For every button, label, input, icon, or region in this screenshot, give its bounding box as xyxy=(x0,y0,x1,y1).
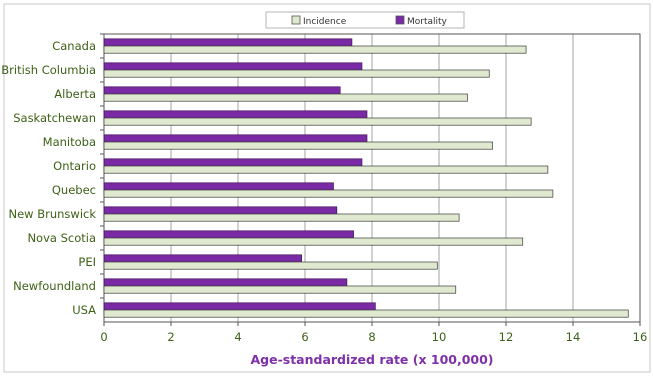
x-tick-label: 8 xyxy=(368,330,375,344)
bars xyxy=(103,38,629,318)
category-label-quebec: Quebec xyxy=(52,183,96,197)
bar-incidence-pei xyxy=(103,261,438,270)
x-tick-label: 12 xyxy=(499,330,514,344)
bar-incidence-british-columbia xyxy=(103,69,490,78)
bar-mortality-pei xyxy=(103,254,302,263)
category-label-british-columbia: British Columbia xyxy=(1,63,96,77)
bar-mortality-newfoundland xyxy=(103,278,348,287)
category-label-new-brunswick: New Brunswick xyxy=(8,207,96,221)
bar-mortality-nova-scotia xyxy=(103,230,354,239)
category-label-canada: Canada xyxy=(52,39,96,53)
bar-mortality-ontario xyxy=(103,158,363,167)
legend-swatch-mortality xyxy=(395,15,405,25)
x-tick-label: 16 xyxy=(633,330,648,344)
bar-mortality-new-brunswick xyxy=(103,206,338,215)
x-tick-label: 10 xyxy=(432,330,447,344)
bar-mortality-usa xyxy=(103,302,376,311)
legend-box xyxy=(265,11,465,29)
legend-label-mortality: Mortality xyxy=(407,17,448,27)
bar-incidence-saskatchewan xyxy=(103,117,532,126)
bar-incidence-nova-scotia xyxy=(103,237,524,246)
legend-label-incidence: Incidence xyxy=(303,17,347,27)
category-label-manitoba: Manitoba xyxy=(43,135,96,149)
bar-incidence-alberta xyxy=(103,93,468,102)
x-tick-label: 14 xyxy=(566,330,581,344)
bar-incidence-canada xyxy=(103,45,527,54)
bar-mortality-quebec xyxy=(103,182,334,191)
x-axis-title: Age-standardized rate (x 100,000) xyxy=(250,352,493,367)
x-tick-label: 4 xyxy=(234,330,241,344)
category-label-saskatchewan: Saskatchewan xyxy=(13,111,96,125)
x-axis-ticks: 0 2 4 6 8 10 12 14 16 xyxy=(100,322,647,344)
bar-incidence-newfoundland xyxy=(103,285,457,294)
legend: Incidence Mortality xyxy=(265,11,465,29)
grid-lines xyxy=(170,34,574,322)
x-tick-label: 6 xyxy=(301,330,308,344)
category-labels: Canada British Columbia Alberta Saskatchewa… xyxy=(1,33,104,317)
category-label-newfoundland: Newfoundland xyxy=(13,279,96,293)
bar-incidence-quebec xyxy=(103,189,554,198)
category-label-pei: PEI xyxy=(78,255,96,269)
bar-mortality-alberta xyxy=(103,86,341,95)
bar-mortality-canada xyxy=(103,38,353,47)
bar-incidence-ontario xyxy=(103,165,549,174)
x-tick-label: 0 xyxy=(100,330,107,344)
bar-incidence-usa xyxy=(103,309,629,318)
category-label-ontario: Ontario xyxy=(53,159,96,173)
bar-incidence-new-brunswick xyxy=(103,213,460,222)
category-label-nova-scotia: Nova Scotia xyxy=(27,231,96,245)
category-label-usa: USA xyxy=(72,303,96,317)
bar-mortality-saskatchewan xyxy=(103,110,368,119)
legend-swatch-incidence xyxy=(291,15,301,25)
bar-mortality-british-columbia xyxy=(103,62,363,71)
bar-incidence-manitoba xyxy=(103,141,493,150)
category-label-alberta: Alberta xyxy=(54,87,96,101)
bar-mortality-manitoba xyxy=(103,134,368,143)
x-tick-label: 2 xyxy=(167,330,174,344)
